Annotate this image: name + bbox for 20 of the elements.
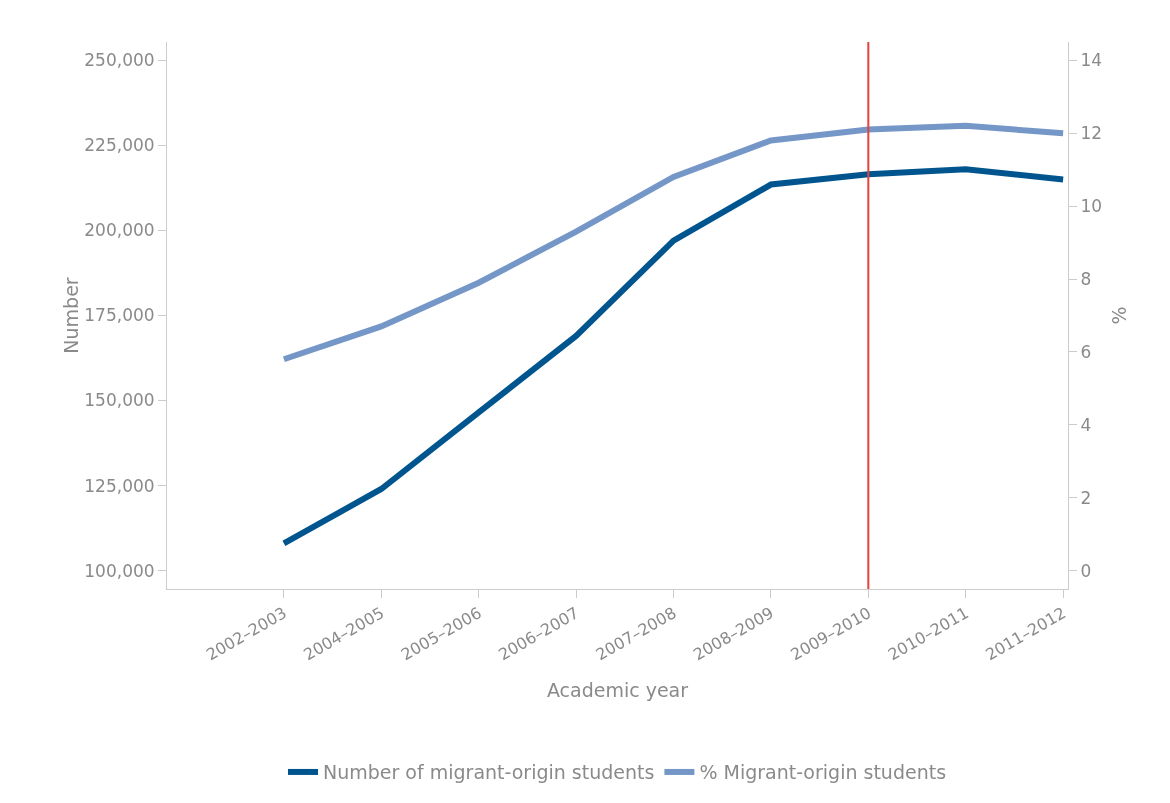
y2-tick-label: 10 <box>1080 196 1103 217</box>
y-tick-label: 200,000 <box>84 220 155 241</box>
y2-tick-label: 2 <box>1080 487 1092 508</box>
y-tick-label: 100,000 <box>84 560 155 581</box>
y-tick-label: 225,000 <box>84 135 155 156</box>
y2-tick-label: 12 <box>1080 123 1103 144</box>
y2-tick-label: 0 <box>1080 560 1092 581</box>
legend-label: % Migrant-origin students <box>699 761 947 784</box>
y2-tick-label: 14 <box>1080 50 1103 71</box>
y-tick-label: 125,000 <box>84 475 155 496</box>
y-tick-label: 175,000 <box>84 305 155 326</box>
y2-axis-title: % <box>1107 306 1130 325</box>
legend-label: Number of migrant-origin students <box>323 761 655 784</box>
y2-tick-label: 8 <box>1080 268 1092 289</box>
x-axis-title: Academic year <box>546 679 689 702</box>
y-axis-title: Number <box>60 277 83 354</box>
y2-tick-label: 6 <box>1080 341 1092 362</box>
y-tick-label: 250,000 <box>84 50 155 71</box>
y-tick-label: 150,000 <box>84 390 155 411</box>
y2-tick-label: 4 <box>1080 414 1092 435</box>
